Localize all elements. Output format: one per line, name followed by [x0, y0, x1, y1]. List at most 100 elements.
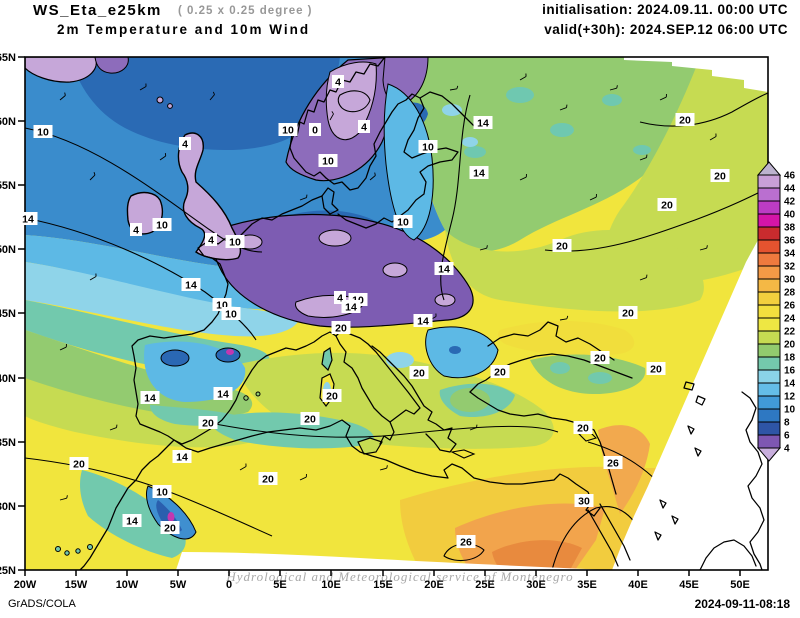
contour-label-box — [69, 457, 89, 470]
contour-label-box — [490, 365, 510, 378]
contour-label: 4 — [133, 225, 139, 237]
lon-label: 50E — [730, 579, 750, 591]
lat-label: 60N — [0, 116, 16, 128]
contour-label: 30 — [578, 496, 590, 508]
wind-barb — [109, 427, 117, 431]
watermark: Hydrological and Meteorological service … — [225, 569, 573, 584]
contour-label-box — [152, 218, 172, 231]
contour-label-box — [456, 535, 476, 548]
lat-label: 55N — [0, 180, 16, 192]
contour-label: 20 — [73, 459, 85, 471]
contour-label: 14 — [176, 452, 188, 464]
contour-label-box — [332, 75, 344, 88]
contour-label-box — [409, 366, 429, 379]
contour-label-box — [181, 278, 201, 291]
contour-label-box — [573, 421, 593, 434]
contour-label-box — [393, 215, 413, 228]
colorbar-tick-label: 22 — [784, 327, 796, 338]
colorbar-band — [757, 252, 781, 267]
lon-label: 10W — [116, 579, 139, 591]
contour-label-box — [225, 235, 245, 248]
wind-barb — [329, 113, 334, 121]
colorbar-band — [757, 408, 781, 423]
contour-label: 20 — [594, 353, 606, 365]
contour-label: 14 — [417, 316, 429, 328]
wind-barb-flag — [706, 245, 708, 249]
colorbar-band — [757, 278, 781, 293]
contour-label-box — [675, 113, 695, 126]
domain-mask — [176, 57, 768, 570]
colorbar-tick-label: 40 — [784, 210, 796, 221]
contour-label-box — [418, 140, 438, 153]
contour-label: 10 — [282, 125, 294, 137]
contour-label: 20 — [164, 523, 176, 535]
contour-label: 20 — [413, 368, 425, 380]
contour-label: 4 — [337, 293, 343, 305]
lon-label: 10E — [321, 579, 341, 591]
contour-label: 20 — [304, 414, 316, 426]
contour-label-box — [413, 314, 433, 327]
wind-barb-flag — [93, 172, 96, 176]
colorbar-tick-label: 10 — [784, 405, 796, 416]
contour-label: 4 — [208, 235, 214, 247]
contour-label: 4 — [182, 139, 188, 151]
chart-subtitle: 2m Temperature and 10m Wind — [57, 22, 311, 37]
colorbar-tick-label: 38 — [784, 223, 796, 234]
colorbar-tick-label: 6 — [784, 431, 790, 442]
wind-barb-flag — [456, 85, 459, 89]
wind-barb — [379, 467, 387, 471]
wind-barb — [699, 247, 707, 251]
colorbar-band — [757, 304, 781, 319]
initialisation-time: initialisation: 2024.09.11. 00:00 UTC — [542, 2, 788, 17]
colorbar-tick-label: 26 — [784, 301, 796, 312]
wind-barb-flag — [386, 465, 388, 469]
colorbar-tick-label: 32 — [784, 262, 796, 273]
contour-label: 14 — [473, 168, 485, 180]
axis-labels: 65N 60N 55N 50N 45N 40N 35N 30N 25N 20W 15W 10W 5W 0 5… — [0, 52, 750, 591]
valid-time: valid(+30h): 2024.SEP.12 06:00 UTC — [544, 22, 788, 37]
colorbar-tick-label: 28 — [784, 288, 796, 299]
colorbar-tick-label: 14 — [784, 379, 796, 390]
contour-label: 20 — [661, 200, 673, 212]
creation-timestamp: 2024-09-11-08:18 — [694, 597, 790, 611]
wind-barb — [369, 175, 376, 181]
contour-label-box — [122, 514, 142, 527]
contour-label-box — [18, 212, 38, 225]
contour-label-box — [130, 223, 142, 236]
colorbar-tick-label: 34 — [784, 249, 796, 260]
wind-barb — [559, 318, 567, 321]
contour-label-box — [657, 198, 677, 211]
colorbar-tick-label: 24 — [784, 314, 796, 325]
contour-label: 26 — [607, 458, 619, 470]
contour-label: 10 — [397, 217, 409, 229]
lon-label: 20E — [424, 579, 444, 591]
model-title: WS_Eta_e25km — [33, 2, 162, 19]
wind-barb — [609, 87, 617, 91]
colorbar-tick-label: 20 — [784, 340, 796, 351]
lat-label: 50N — [0, 244, 16, 256]
colorbar-band — [757, 317, 781, 332]
contour-label-box — [358, 120, 370, 133]
lon-label: 30E — [526, 579, 546, 591]
colorbar-band — [757, 187, 781, 202]
contour-label: 4 — [361, 122, 367, 134]
contour-label-box — [710, 169, 730, 182]
contour-label: 10 — [229, 237, 241, 249]
wind-barb — [59, 346, 67, 351]
contour-label-box — [278, 123, 298, 136]
contour-label-box — [434, 262, 454, 275]
colorbar-tick-label: 18 — [784, 353, 796, 364]
contour-label-box — [300, 412, 320, 425]
wind-barb — [59, 95, 66, 101]
lon-label: 45E — [679, 579, 699, 591]
contour-label-box — [646, 362, 666, 375]
wind-barb — [59, 497, 67, 501]
wind-barb — [159, 155, 166, 161]
wind-barb — [559, 107, 567, 111]
contour-label: 14 — [126, 516, 138, 528]
colorbar-band — [757, 200, 781, 215]
model-resolution: ( 0.25 x 0.25 degree ) — [178, 5, 313, 17]
contour-label: 20 — [202, 418, 214, 430]
wind-barb-flag — [374, 172, 376, 176]
contour-label-box — [309, 123, 321, 136]
